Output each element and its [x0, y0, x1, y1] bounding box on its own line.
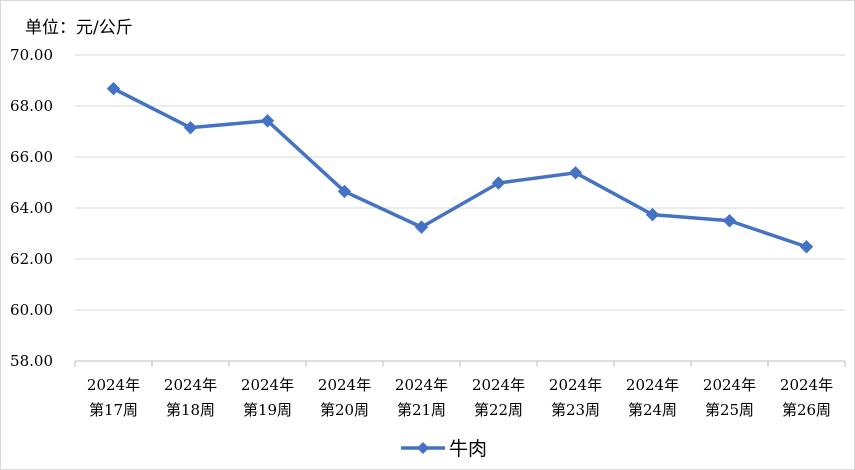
- x-tick-label: 2024年: [472, 376, 525, 394]
- x-tick-label: 2024年: [703, 376, 756, 394]
- data-point: [491, 176, 506, 190]
- series-beef: [106, 81, 814, 254]
- x-tick-label: 第21周: [397, 401, 446, 419]
- x-tick-label: 2024年: [87, 376, 140, 394]
- x-tick-label: 第18周: [166, 401, 215, 419]
- x-tick-label: 2024年: [549, 376, 602, 394]
- series-line: [112, 87, 808, 249]
- x-tick-label: 第26周: [782, 401, 831, 419]
- gridlines: [75, 54, 845, 362]
- x-tick-label: 2024年: [318, 376, 371, 394]
- data-point: [260, 114, 275, 128]
- x-tick-label: 2024年: [626, 376, 679, 394]
- data-point: [106, 81, 121, 96]
- data-point: [722, 214, 737, 228]
- x-tick-label: 2024年: [241, 376, 294, 394]
- data-point: [337, 184, 352, 199]
- data-point: [799, 240, 814, 254]
- data-point: [568, 166, 583, 180]
- data-point: [414, 220, 429, 234]
- y-tick-label: 68.00: [10, 97, 53, 115]
- y-tick-label: 66.00: [10, 148, 53, 166]
- x-tick-label: 第24周: [628, 401, 677, 419]
- y-tick-label: 60.00: [10, 301, 53, 319]
- x-tick-label: 第22周: [474, 401, 523, 419]
- legend: 牛肉: [401, 438, 487, 460]
- legend-marker: [417, 442, 429, 454]
- data-point: [183, 120, 198, 135]
- x-tick-label: 第20周: [320, 401, 369, 419]
- x-tick-label: 第17周: [89, 401, 138, 419]
- x-tick-label: 2024年: [395, 376, 448, 394]
- y-tick-label: 62.00: [10, 250, 53, 268]
- unit-label: 单位：元/公斤: [25, 18, 133, 38]
- data-point: [645, 207, 660, 222]
- x-tick-label: 2024年: [780, 376, 833, 394]
- x-tick-label: 第25周: [705, 401, 754, 419]
- x-tick-label: 第23周: [551, 401, 600, 419]
- x-tick-label: 2024年: [164, 376, 217, 394]
- legend-label: 牛肉: [449, 438, 487, 460]
- y-tick-label: 64.00: [10, 199, 53, 217]
- x-tick-label: 第19周: [243, 401, 292, 419]
- y-axis: 58.00 60.00 62.00 64.00 66.00 68.00 70.00: [10, 46, 53, 370]
- y-tick-label: 58.00: [10, 352, 53, 370]
- y-tick-label: 70.00: [10, 46, 53, 64]
